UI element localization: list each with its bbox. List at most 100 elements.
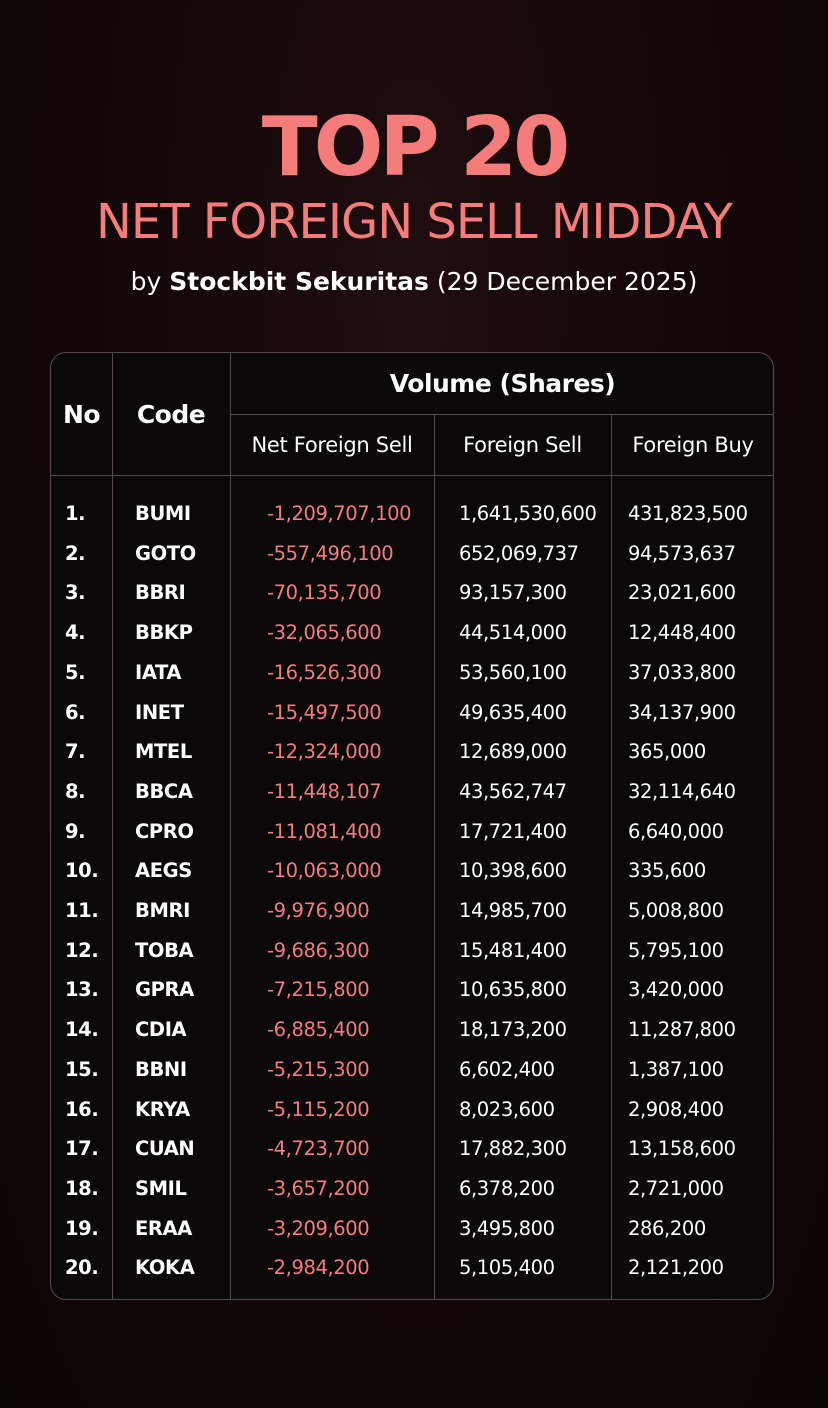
net-foreign-sell-value: -9,686,300 <box>267 938 370 962</box>
stock-code: CDIA <box>135 1018 187 1042</box>
net-foreign-sell-value: -9,976,900 <box>267 899 370 922</box>
foreign-sell-value: 12,689,000 <box>459 740 567 764</box>
foreign-sell-value: 49,635,400 <box>459 700 567 724</box>
divider-header-body <box>51 475 773 476</box>
stock-code: KOKA <box>135 1256 195 1280</box>
row-number: 7. <box>65 740 86 764</box>
foreign-buy-value: 431,823,500 <box>628 502 748 525</box>
foreign-buy-value: 2,908,400 <box>628 1097 724 1121</box>
foreign-buy-value: 1,387,100 <box>628 1057 724 1081</box>
foreign-sell-value: 18,173,200 <box>459 1018 567 1042</box>
foreign-buy-value: 365,000 <box>628 740 706 764</box>
foreign-buy-value: 2,721,000 <box>628 1176 724 1200</box>
table-row: 17. CUAN -4,723,700 17,882,300 13,158,600 <box>51 1129 773 1169</box>
stock-code: AEGS <box>135 859 192 883</box>
net-foreign-sell-value: -12,324,000 <box>267 740 382 764</box>
net-foreign-sell-value: -7,215,800 <box>267 978 370 1002</box>
net-foreign-sell-value: -5,115,200 <box>267 1097 370 1121</box>
row-number: 3. <box>65 581 86 605</box>
table-row: 12. TOBA -9,686,300 15,481,400 5,795,100 <box>51 931 773 971</box>
table-row: 4. BBKP -32,065,600 44,514,000 12,448,400 <box>51 613 773 653</box>
net-foreign-sell-value: -10,063,000 <box>267 859 382 883</box>
stock-code: CPRO <box>135 819 194 843</box>
table-row: 11. BMRI -9,976,900 14,985,700 5,008,800 <box>51 891 773 931</box>
foreign-sell-value: 652,069,737 <box>459 541 579 565</box>
byline-date: (29 December 2025) <box>436 267 698 296</box>
row-number: 12. <box>65 938 99 962</box>
stock-code: BUMI <box>135 502 191 525</box>
table-row: 9. CPRO -11,081,400 17,721,400 6,640,000 <box>51 812 773 852</box>
header-foreign-sell: Foreign Sell <box>463 433 582 457</box>
title-top-20: TOP 20 <box>261 100 570 195</box>
table-row: 20. KOKA -2,984,200 5,105,400 2,121,200 <box>51 1248 773 1288</box>
table-row: 14. CDIA -6,885,400 18,173,200 11,287,800 <box>51 1010 773 1050</box>
table-row: 8. BBCA -11,448,107 43,562,747 32,114,640 <box>51 772 773 812</box>
net-foreign-sell-value: -32,065,600 <box>267 621 382 645</box>
byline-brand: Stockbit Sekuritas <box>169 267 429 296</box>
stock-code: GPRA <box>135 978 194 1002</box>
net-foreign-sell-value: -3,209,600 <box>267 1216 370 1240</box>
row-number: 19. <box>65 1216 99 1240</box>
stock-code: KRYA <box>135 1097 190 1121</box>
row-number: 20. <box>65 1256 99 1280</box>
foreign-sell-value: 15,481,400 <box>459 938 567 962</box>
foreign-sell-value: 17,882,300 <box>459 1137 567 1161</box>
row-number: 5. <box>65 660 86 684</box>
header-volume-shares: Volume (Shares) <box>389 369 616 398</box>
foreign-sell-value: 8,023,600 <box>459 1097 555 1121</box>
row-number: 10. <box>65 859 99 883</box>
stock-code: ERAA <box>135 1216 192 1240</box>
table-row: 19. ERAA -3,209,600 3,495,800 286,200 <box>51 1209 773 1249</box>
foreign-buy-value: 6,640,000 <box>628 819 724 843</box>
foreign-sell-value: 6,378,200 <box>459 1176 555 1200</box>
row-number: 18. <box>65 1176 99 1200</box>
net-foreign-sell-value: -2,984,200 <box>267 1256 370 1280</box>
foreign-sell-value: 53,560,100 <box>459 660 567 684</box>
table-row: 10. AEGS -10,063,000 10,398,600 335,600 <box>51 851 773 891</box>
row-number: 4. <box>65 621 86 645</box>
foreign-sell-value: 1,641,530,600 <box>459 502 597 525</box>
net-foreign-sell-value: -6,885,400 <box>267 1018 370 1042</box>
foreign-buy-value: 94,573,637 <box>628 541 736 565</box>
net-foreign-sell-value: -1,209,707,100 <box>267 502 412 525</box>
stock-code: CUAN <box>135 1137 195 1161</box>
net-foreign-sell-value: -11,448,107 <box>267 779 382 803</box>
header-code: Code <box>136 399 206 429</box>
foreign-buy-value: 286,200 <box>628 1216 706 1240</box>
foreign-sell-value: 43,562,747 <box>459 779 567 803</box>
divider-group-header <box>230 414 773 415</box>
net-foreign-sell-value: -16,526,300 <box>267 660 382 684</box>
foreign-buy-value: 13,158,600 <box>628 1137 736 1161</box>
net-foreign-sell-table: No Code Volume (Shares) Net Foreign Sell… <box>50 352 774 1300</box>
foreign-buy-value: 335,600 <box>628 859 706 883</box>
foreign-buy-value: 12,448,400 <box>628 621 736 645</box>
header-no: No <box>62 399 101 429</box>
row-number: 13. <box>65 978 99 1002</box>
row-number: 9. <box>65 819 86 843</box>
row-number: 8. <box>65 779 86 803</box>
stock-code: BBRI <box>135 581 186 605</box>
row-number: 17. <box>65 1137 99 1161</box>
table-row: 16. KRYA -5,115,200 8,023,600 2,908,400 <box>51 1090 773 1130</box>
stock-code: TOBA <box>135 938 194 962</box>
table-row: 7. MTEL -12,324,000 12,689,000 365,000 <box>51 732 773 772</box>
net-foreign-sell-value: -15,497,500 <box>267 700 382 724</box>
foreign-buy-value: 23,021,600 <box>628 581 736 605</box>
stock-code: IATA <box>135 660 182 684</box>
stock-code: BBCA <box>135 779 193 803</box>
net-foreign-sell-value: -11,081,400 <box>267 819 382 843</box>
foreign-sell-value: 93,157,300 <box>459 581 567 605</box>
row-number: 16. <box>65 1097 99 1121</box>
foreign-buy-value: 34,137,900 <box>628 700 736 724</box>
table-row: 18. SMIL -3,657,200 6,378,200 2,721,000 <box>51 1169 773 1209</box>
stock-code: BBNI <box>135 1057 187 1081</box>
net-foreign-sell-value: -5,215,300 <box>267 1057 370 1081</box>
foreign-buy-value: 37,033,800 <box>628 660 736 684</box>
net-foreign-sell-value: -3,657,200 <box>267 1176 370 1200</box>
row-number: 6. <box>65 700 86 724</box>
header-net-foreign-sell: Net Foreign Sell <box>251 433 413 457</box>
foreign-buy-value: 3,420,000 <box>628 978 724 1002</box>
foreign-buy-value: 2,121,200 <box>628 1256 724 1280</box>
divider-code-volume <box>230 353 231 1299</box>
title-net-foreign-sell-midday: NET FOREIGN SELL MIDDAY <box>95 194 733 250</box>
